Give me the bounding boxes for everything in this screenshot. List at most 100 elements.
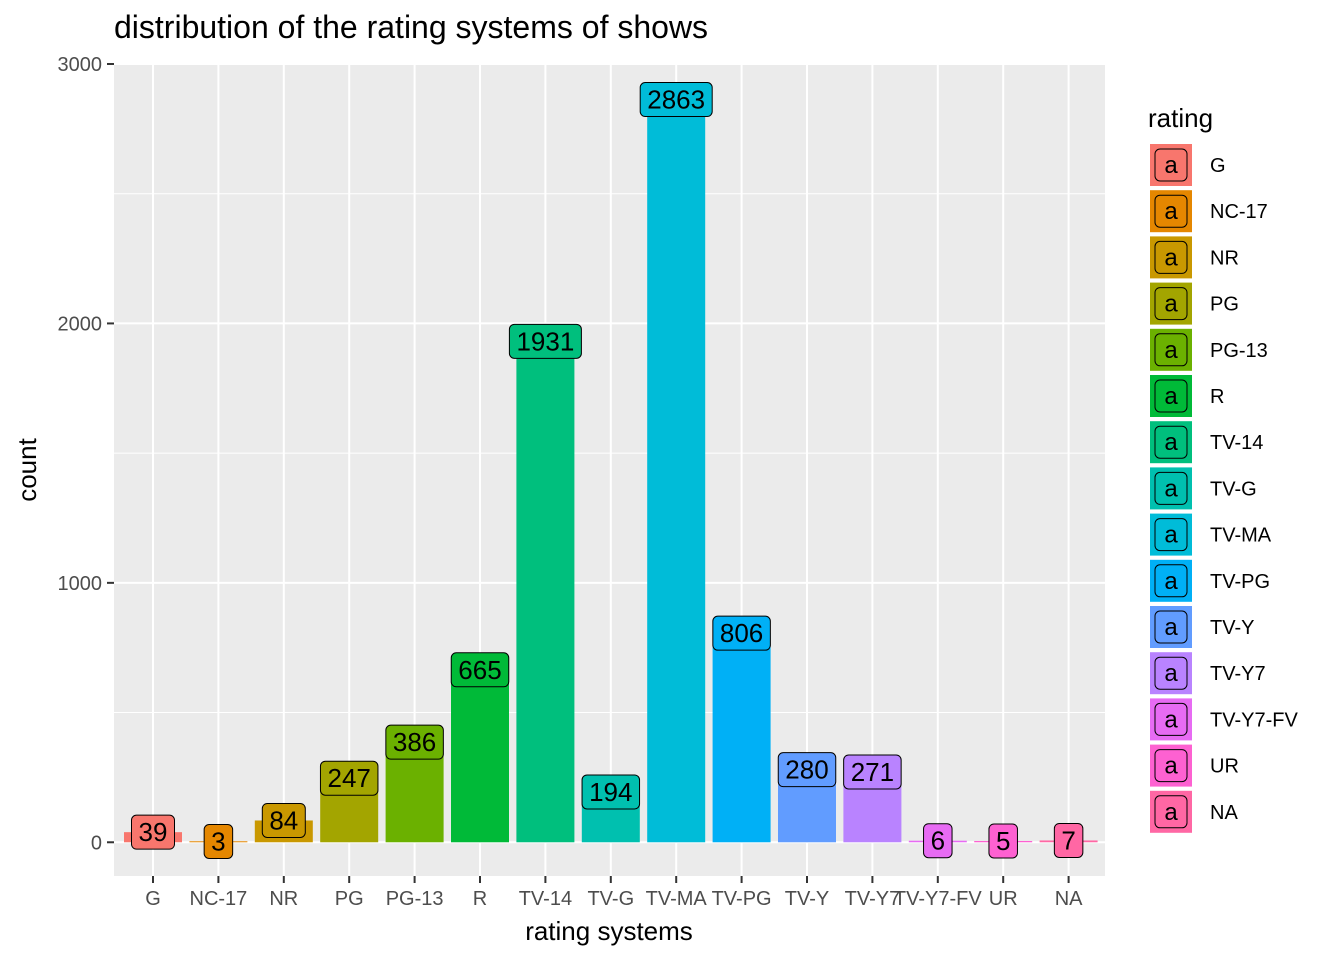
x-tick-label: UR: [989, 888, 1018, 910]
y-axis-title: count: [12, 437, 42, 501]
legend-entry-label: TV-Y: [1210, 617, 1254, 639]
legend-key-glyph: a: [1164, 244, 1178, 271]
x-axis-title: rating systems: [525, 916, 693, 946]
x-tick-label: NC-17: [190, 888, 248, 910]
legend-key-glyph: a: [1164, 568, 1178, 595]
x-tick-label: TV-G: [587, 888, 634, 910]
legend-key-glyph: a: [1164, 522, 1178, 549]
bar: [712, 633, 771, 843]
legend-key-label-box: [1154, 425, 1188, 459]
data-label-box: [450, 652, 510, 688]
y-tick-label: 1000: [58, 573, 103, 595]
x-tick-label: TV-14: [519, 888, 572, 910]
data-label-box: [777, 752, 837, 788]
legend-key-label-box: [1154, 564, 1188, 598]
data-label: 7: [1061, 825, 1075, 855]
legend-key-glyph: a: [1164, 475, 1178, 502]
legend-title: rating: [1148, 103, 1213, 133]
legend-key-glyph: a: [1164, 429, 1178, 456]
plot-panel: [114, 64, 1105, 876]
data-label-box: [639, 82, 713, 118]
data-label: 665: [458, 655, 501, 685]
legend-entry-label: NA: [1210, 802, 1238, 824]
bar: [516, 341, 575, 843]
legend-key-label-box: [1154, 333, 1188, 367]
data-label-box: [843, 754, 902, 790]
legend-entry-label: TV-14: [1210, 432, 1263, 454]
data-label-box: [581, 774, 641, 810]
data-labels: 39 3 84 247 386 665 1931 194 2863 806 280 271 6 5 7: [131, 82, 1084, 859]
data-label-box: [508, 323, 582, 359]
data-label: 194: [589, 777, 632, 807]
x-tick-label: TV-Y7-FV: [894, 888, 982, 910]
legend-entry-label: TV-G: [1210, 478, 1257, 500]
legend-entry-label: TV-Y7-FV: [1210, 709, 1298, 731]
x-axis: G NC-17 NR PG PG-13 R TV-14 TV-G TV-MA TV-PG TV-Y T…: [145, 876, 1083, 910]
data-label: 2863: [647, 85, 705, 115]
legend-key-glyph: a: [1164, 614, 1178, 641]
legend-key-glyph: a: [1164, 337, 1178, 364]
data-label: 1931: [516, 326, 574, 356]
data-label-box: [988, 823, 1018, 859]
legend-key-glyph: a: [1164, 706, 1178, 733]
legend-entry-label: TV-PG: [1210, 571, 1270, 593]
legend-entry-label: PG-13: [1210, 340, 1268, 362]
legend-entry-label: NC-17: [1210, 201, 1268, 223]
legend-key-label-box: [1154, 240, 1188, 274]
bar: [451, 669, 509, 843]
legend-key-label-box: [1154, 287, 1188, 321]
legend-entry-label: R: [1210, 386, 1224, 408]
legend-key-glyph: a: [1164, 799, 1178, 826]
legend-key-label-box: [1154, 795, 1188, 829]
legend-entry-label: UR: [1210, 756, 1239, 778]
legend-key-label-box: [1154, 656, 1188, 690]
x-tick-label: TV-MA: [646, 888, 708, 910]
legend: rating a Ga NC-17 a NR a PG a PG-13 a Ra TV-14 a TV-G…: [1148, 103, 1298, 833]
legend-entry-label: TV-MA: [1210, 525, 1272, 547]
data-label-box: [131, 814, 175, 850]
legend-key-label-box: [1154, 194, 1188, 228]
legend-entry-label: TV-Y7: [1210, 663, 1266, 685]
x-tick-label: G: [145, 888, 161, 910]
data-label-box: [385, 724, 444, 760]
grid-minor: [114, 193, 1105, 714]
legend-key-label-box: [1154, 471, 1188, 505]
x-tick-label: TV-Y: [785, 888, 829, 910]
x-tick-label: PG: [335, 888, 364, 910]
legend-key-glyph: a: [1164, 753, 1178, 780]
data-label: 3: [211, 826, 225, 856]
data-label: 6: [931, 826, 945, 856]
legend-key-glyph: a: [1164, 383, 1178, 410]
legend-key-label-box: [1154, 702, 1188, 736]
legend-key-glyph: a: [1164, 152, 1178, 179]
x-tick-label: TV-Y7: [845, 888, 901, 910]
x-tick-label: TV-PG: [712, 888, 772, 910]
legend-key-label-box: [1154, 749, 1188, 783]
legend-key-glyph: a: [1164, 291, 1178, 318]
data-label: 84: [269, 805, 298, 835]
chart-title: distribution of the rating systems of sh…: [114, 9, 708, 45]
y-tick-label: 3000: [58, 54, 103, 76]
legend-key-label-box: [1154, 379, 1188, 413]
data-label-box: [1053, 822, 1084, 858]
legend-key-label-box: [1154, 610, 1188, 644]
legend-entry-label: NR: [1210, 247, 1239, 269]
x-tick-label: PG-13: [386, 888, 444, 910]
data-label: 271: [851, 757, 894, 787]
y-tick-label: 2000: [58, 313, 103, 335]
x-tick-label: NA: [1055, 888, 1083, 910]
data-label: 39: [139, 817, 168, 847]
bar: [647, 99, 706, 843]
legend-key-label-box: [1154, 518, 1188, 552]
data-label: 280: [785, 755, 828, 785]
data-label: 386: [393, 727, 436, 757]
data-label-box: [712, 615, 771, 651]
legend-entry-label: G: [1210, 155, 1226, 177]
data-label: 806: [720, 618, 763, 648]
data-label-box: [203, 823, 234, 859]
legend-key-glyph: a: [1164, 198, 1178, 225]
data-label: 5: [996, 826, 1010, 856]
legend-key-glyph: a: [1164, 660, 1178, 687]
data-label-box: [923, 823, 953, 859]
